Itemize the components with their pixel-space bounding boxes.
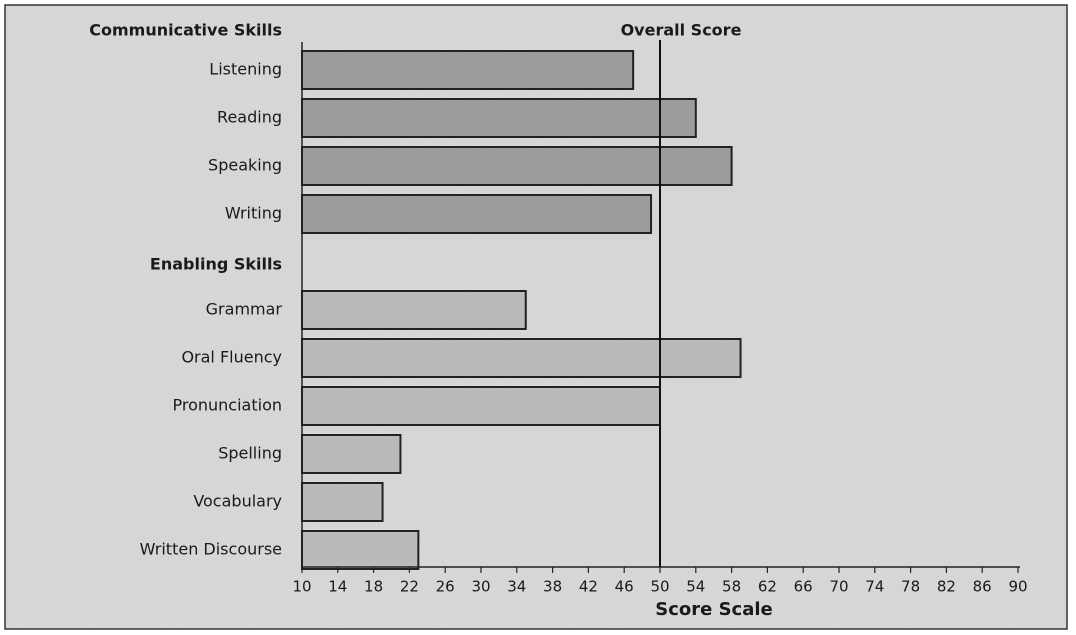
category-label: Speaking <box>208 156 282 175</box>
x-tick-label: 30 <box>471 578 490 596</box>
x-tick-label: 74 <box>865 578 884 596</box>
category-label: Writing <box>225 204 282 223</box>
category-label: Grammar <box>206 300 283 319</box>
bar <box>301 98 697 138</box>
x-tick-label: 18 <box>364 578 383 596</box>
x-tick-label: 66 <box>794 578 813 596</box>
category-label: Oral Fluency <box>181 348 282 367</box>
bar <box>301 338 742 378</box>
group-header: Communicative Skills <box>89 21 282 40</box>
x-tick-label: 34 <box>507 578 526 596</box>
category-label: Listening <box>209 60 282 79</box>
x-tick-label: 42 <box>579 578 598 596</box>
x-tick-label: 62 <box>758 578 777 596</box>
x-tick-label: 90 <box>1008 578 1027 596</box>
category-label: Vocabulary <box>193 492 282 511</box>
bar <box>301 146 733 186</box>
x-tick-label: 50 <box>650 578 669 596</box>
x-tick-label: 46 <box>615 578 634 596</box>
bar <box>301 434 402 474</box>
x-tick-label: 78 <box>901 578 920 596</box>
bar <box>301 290 527 330</box>
bar <box>301 386 661 426</box>
category-label: Spelling <box>218 444 282 463</box>
category-label: Pronunciation <box>173 396 283 415</box>
bar <box>301 194 653 234</box>
bar <box>301 482 384 522</box>
overall-score-label: Overall Score <box>621 21 742 40</box>
x-tick-label: 70 <box>829 578 848 596</box>
x-tick-label: 82 <box>937 578 956 596</box>
x-tick-label: 86 <box>973 578 992 596</box>
x-tick-label: 14 <box>328 578 347 596</box>
bar <box>301 50 635 90</box>
category-label: Reading <box>217 108 282 127</box>
x-tick-label: 38 <box>543 578 562 596</box>
x-tick-label: 22 <box>400 578 419 596</box>
category-label: Written Discourse <box>140 540 282 559</box>
x-axis-title: Score Scale <box>655 599 773 620</box>
x-tick-label: 58 <box>722 578 741 596</box>
x-tick-label: 54 <box>686 578 705 596</box>
group-header: Enabling Skills <box>150 255 282 274</box>
x-tick-label: 26 <box>436 578 455 596</box>
x-tick-label: 10 <box>292 578 311 596</box>
bar <box>301 530 420 570</box>
